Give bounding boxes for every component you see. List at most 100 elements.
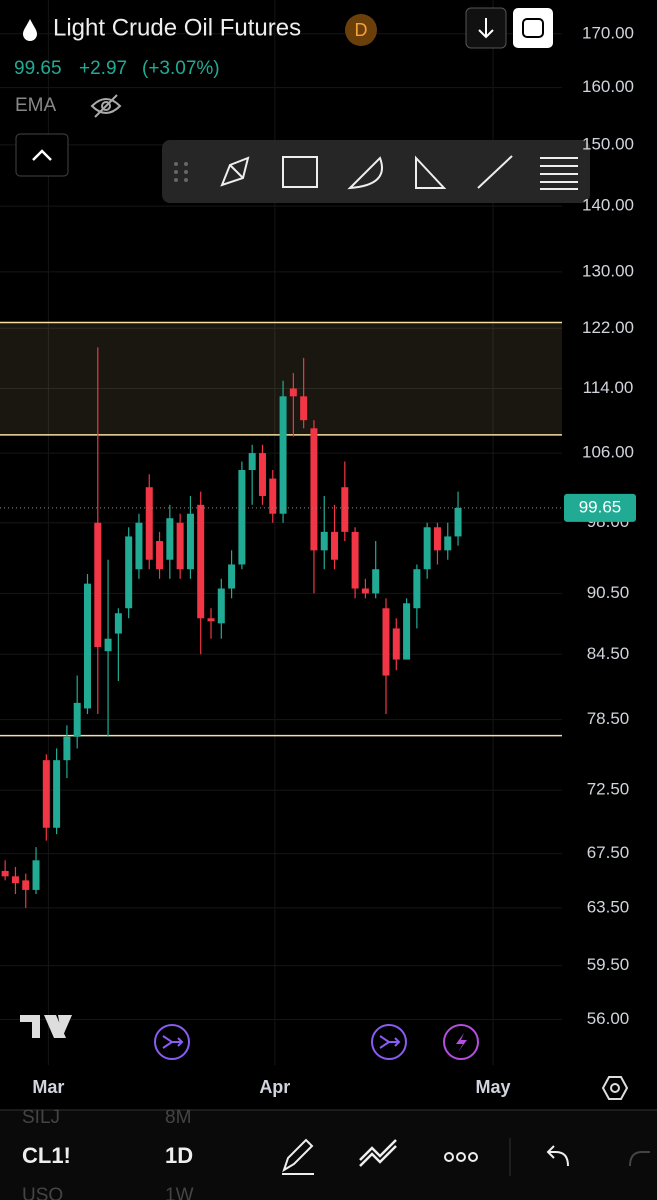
event-icon[interactable] (443, 1024, 479, 1060)
candle-body (248, 453, 256, 470)
candle-body (341, 487, 349, 532)
settings-icon[interactable] (601, 1076, 629, 1100)
y-tick-label: 67.50 (587, 843, 630, 862)
candle-body (156, 541, 164, 570)
logo (20, 1015, 72, 1038)
download-icon (478, 18, 494, 39)
x-tick-label: Mar (32, 1077, 64, 1097)
y-tick-label: 140.00 (582, 196, 634, 215)
candle-body (289, 388, 297, 397)
collapse-button[interactable] (15, 133, 69, 177)
candle-body (125, 536, 133, 609)
candle-body (413, 569, 421, 609)
candle-body (217, 588, 225, 624)
candle-body (423, 527, 431, 570)
y-tick-label: 59.50 (587, 955, 630, 974)
candle-body (114, 613, 122, 634)
settings-icon-center (610, 1083, 620, 1093)
candle-body (372, 569, 380, 594)
candle-body (32, 860, 40, 890)
arc-tool[interactable] (347, 156, 383, 190)
rectangle-tool[interactable] (282, 156, 318, 188)
candle-body (228, 564, 236, 589)
candle-body (83, 583, 91, 709)
candle-body (331, 531, 339, 560)
y-tick-label: 84.50 (587, 644, 630, 663)
indicator-button[interactable] (359, 1139, 397, 1167)
symbol[interactable]: CL1! (22, 1143, 71, 1168)
candle-body (433, 527, 441, 551)
trendline-tool[interactable] (477, 155, 513, 189)
last-price-label: 99.65 (579, 497, 622, 516)
y-tick-label: 106.00 (582, 443, 634, 462)
event-bolt (456, 1033, 467, 1052)
ghost-symbol: SILJ (22, 1107, 60, 1128)
candle-body (53, 760, 61, 828)
interval-badge-text: D (355, 20, 368, 40)
undo-button[interactable] (546, 1145, 569, 1167)
drag-handle[interactable] (174, 162, 188, 182)
candle-body (11, 876, 19, 884)
y-tick-label: 90.50 (587, 583, 630, 602)
draw-button[interactable] (282, 1138, 314, 1175)
y-tick-label: 56.00 (587, 1009, 630, 1028)
bottom-bar (0, 1110, 657, 1200)
candle-body (207, 618, 215, 622)
candle-body (300, 396, 308, 421)
last-price-tag (564, 493, 636, 522)
candle-body (22, 880, 30, 890)
candle-body (403, 603, 411, 660)
candle-body (1, 870, 9, 877)
candle-body (238, 469, 246, 565)
candle-body (166, 518, 174, 560)
y-tick-label: 160.00 (582, 77, 634, 96)
event-icon[interactable] (154, 1024, 190, 1060)
fullscreen-button[interactable] (513, 8, 553, 48)
candle-body (197, 504, 205, 619)
drawing-toolbar (162, 140, 590, 203)
last-price: 99.65 (14, 58, 62, 79)
candle-body (382, 608, 390, 676)
candle-body (258, 453, 266, 496)
candle-body (135, 522, 143, 570)
y-tick-label: 114.00 (583, 378, 634, 397)
candle-body (444, 536, 452, 551)
y-tick-label: 63.50 (587, 897, 630, 916)
y-tick-label: 72.50 (587, 780, 630, 799)
x-tick-label: May (476, 1077, 511, 1097)
candle-body (392, 628, 400, 660)
redo-button[interactable] (629, 1151, 650, 1167)
candle-body (42, 760, 50, 828)
more-button[interactable] (444, 1152, 478, 1162)
fib-tool[interactable] (540, 157, 578, 190)
candle-body (361, 588, 369, 594)
indicator-label: EMA (15, 95, 57, 116)
y-tick-label: 170.00 (582, 23, 634, 42)
oil-icon (23, 19, 37, 41)
event-icon[interactable] (371, 1024, 407, 1060)
candle-body (279, 396, 287, 514)
pattern-tool[interactable] (220, 156, 250, 187)
candle-body (454, 507, 462, 537)
candle-body (145, 487, 153, 560)
fullscreen-icon (522, 18, 544, 38)
ghost-symbol: USO (22, 1185, 63, 1200)
price-change-pct: (+3.07%) (142, 58, 220, 79)
candle-body (186, 513, 194, 570)
interval-badge[interactable] (345, 14, 377, 46)
ghost-interval: 1W (165, 1185, 194, 1200)
candle-body (310, 428, 318, 551)
hide-icon[interactable] (90, 94, 122, 118)
y-tick-label: 78.50 (587, 709, 630, 728)
candle-body (104, 638, 112, 652)
chart-title: Light Crude Oil Futures (53, 14, 301, 41)
price-change: +2.97 (79, 58, 127, 79)
event-arrow (379, 1035, 401, 1049)
interval[interactable]: 1D (165, 1143, 193, 1168)
y-tick-label: 150.00 (582, 134, 634, 153)
triangle-tool[interactable] (415, 155, 447, 189)
y-tick-label: 130.00 (582, 261, 634, 280)
x-tick-label: Apr (259, 1077, 290, 1097)
candle-body (351, 531, 359, 589)
